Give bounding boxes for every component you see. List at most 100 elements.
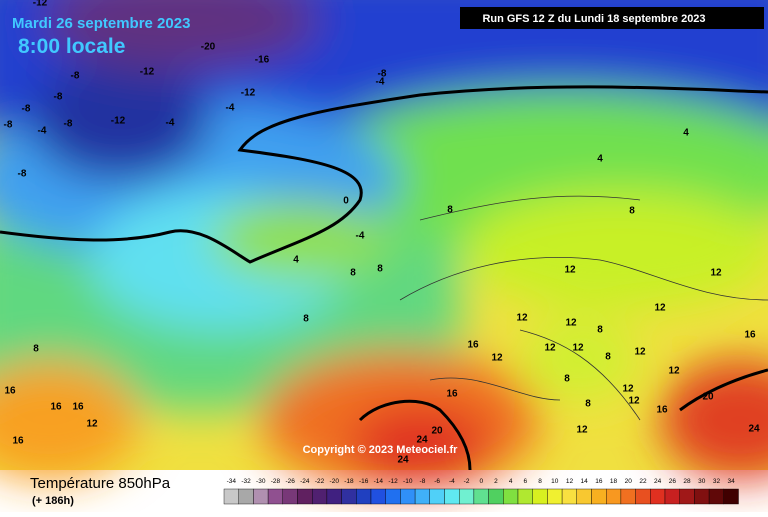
scale-swatch (400, 488, 416, 505)
contour-label: 8 (303, 314, 309, 325)
scale-swatch (606, 488, 622, 505)
scale-swatch (312, 488, 328, 505)
map-field (0, 0, 768, 490)
contour-label: -12 (33, 0, 48, 9)
contour-label: 8 (605, 352, 611, 363)
contour-label: -4 (356, 231, 365, 242)
footer-lead: (+ 186h) (32, 495, 74, 507)
contour-label: 12 (634, 347, 646, 358)
contour-label: -12 (241, 88, 256, 99)
contour-label: 8 (33, 344, 39, 355)
scale-swatch (488, 488, 504, 505)
scale-swatch (694, 488, 710, 505)
scale-label: -10 (403, 478, 413, 485)
scale-swatch (238, 488, 254, 505)
contour-label: 4 (683, 128, 689, 139)
copyright: Copyright © 2023 Meteociel.fr (303, 444, 459, 456)
contour-label: 8 (564, 374, 570, 385)
scale-label: 6 (524, 478, 528, 485)
scale-swatch (650, 488, 666, 505)
contour-label: 24 (748, 424, 760, 435)
contour-label: -8 (4, 120, 13, 131)
contour-label: 4 (293, 255, 299, 266)
contour-label: 12 (576, 425, 588, 436)
contour-label: -12 (140, 67, 155, 78)
scale-label: -6 (434, 478, 440, 485)
contour-label: 16 (656, 405, 668, 416)
contour-label: 16 (446, 389, 458, 400)
scale-label: 34 (728, 478, 736, 485)
contour-label: 20 (702, 392, 714, 403)
scale-swatch (708, 488, 724, 505)
contour-label: 16 (467, 340, 479, 351)
scale-swatch (282, 488, 298, 505)
contour-label: 4 (597, 154, 603, 165)
scale-label: -12 (388, 478, 398, 485)
contour-label: -8 (22, 104, 31, 115)
scale-label: -26 (285, 478, 295, 485)
scale-swatch (223, 488, 239, 505)
scale-label: 12 (566, 478, 574, 485)
contour-label: -12 (111, 116, 126, 127)
contour-label: 12 (544, 343, 556, 354)
scale-label: -22 (315, 478, 325, 485)
contour-label: -8 (71, 71, 80, 82)
scale-label: -18 (344, 478, 354, 485)
scale-swatch (326, 488, 342, 505)
contour-label: 12 (622, 384, 634, 395)
contour-label: -4 (38, 126, 47, 137)
scale-label: 24 (654, 478, 662, 485)
contour-label: 12 (668, 366, 680, 377)
scale-swatch (723, 488, 739, 505)
scale-swatch (620, 488, 636, 505)
scale-label: 26 (669, 478, 677, 485)
scale-swatch (473, 488, 489, 505)
contour-label: 12 (516, 313, 528, 324)
contour-label: 8 (629, 206, 635, 217)
contour-label: -8 (64, 119, 73, 130)
scale-swatch (532, 488, 548, 505)
scale-label: -16 (359, 478, 369, 485)
contour-label: 20 (431, 426, 443, 437)
contour-label: 8 (350, 268, 356, 279)
contour-label: -8 (378, 69, 387, 80)
contour-label: -4 (376, 77, 385, 88)
scale-label: -20 (330, 478, 340, 485)
contour-label: 16 (744, 330, 756, 341)
contour-label: 24 (416, 435, 428, 446)
contour-label: 16 (50, 402, 62, 413)
contour-label: 12 (86, 419, 98, 430)
scale-label: -8 (420, 478, 426, 485)
contour-label: -4 (166, 118, 175, 129)
contour-label: 12 (565, 318, 577, 329)
run-info: Run GFS 12 Z du Lundi 18 septembre 2023 (482, 13, 705, 25)
scale-label: 10 (551, 478, 559, 485)
scale-swatch (297, 488, 313, 505)
scale-swatch (635, 488, 651, 505)
contour-label: 16 (12, 436, 24, 447)
scale-swatch (561, 488, 577, 505)
scale-swatch (444, 488, 460, 505)
footer-title: Température 850hPa (30, 475, 171, 492)
scale-swatch (253, 488, 269, 505)
contour-label: -8 (18, 169, 27, 180)
scale-swatch (503, 488, 519, 505)
contour-label: 16 (4, 386, 16, 397)
contour-label: 12 (572, 343, 584, 354)
run-box (460, 7, 764, 29)
scale-label: 8 (538, 478, 542, 485)
contour-label: 8 (597, 325, 603, 336)
contour-label: 12 (491, 353, 503, 364)
scale-swatch (547, 488, 563, 505)
scale-label: 30 (698, 478, 706, 485)
scale-label: 28 (683, 478, 691, 485)
map-date: Mardi 26 septembre 2023 (12, 15, 190, 32)
scale-label: 0 (479, 478, 483, 485)
scale-swatch (517, 488, 533, 505)
scale-swatch (459, 488, 475, 505)
contour-label: 8 (377, 264, 383, 275)
scale-label: -14 (374, 478, 384, 485)
scale-label: -4 (449, 478, 455, 485)
contour-label: -16 (255, 55, 270, 66)
